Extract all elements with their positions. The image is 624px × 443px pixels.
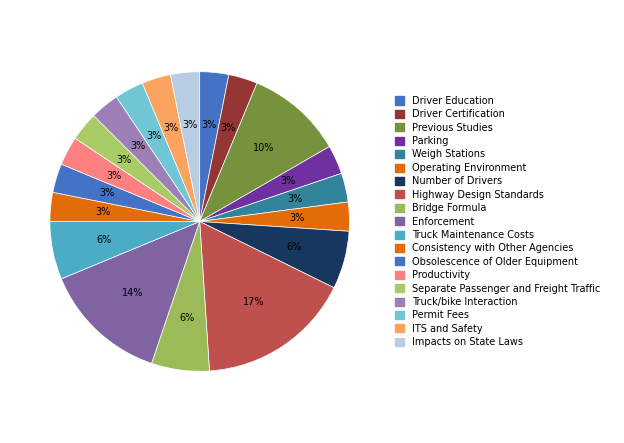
Text: 3%: 3% bbox=[163, 123, 179, 133]
Wedge shape bbox=[200, 173, 348, 222]
Text: 3%: 3% bbox=[106, 171, 122, 181]
Text: 3%: 3% bbox=[281, 176, 296, 187]
Wedge shape bbox=[50, 222, 200, 279]
Wedge shape bbox=[75, 116, 200, 222]
Wedge shape bbox=[200, 147, 341, 222]
Wedge shape bbox=[200, 72, 229, 222]
Text: 6%: 6% bbox=[97, 236, 112, 245]
Wedge shape bbox=[50, 192, 200, 222]
Wedge shape bbox=[61, 222, 200, 363]
Text: 3%: 3% bbox=[182, 120, 198, 130]
Wedge shape bbox=[53, 164, 200, 222]
Text: 3%: 3% bbox=[202, 120, 217, 130]
Wedge shape bbox=[117, 83, 200, 222]
Text: 3%: 3% bbox=[146, 131, 162, 140]
Wedge shape bbox=[152, 222, 210, 371]
Wedge shape bbox=[200, 74, 257, 222]
Text: 6%: 6% bbox=[179, 313, 195, 323]
Wedge shape bbox=[200, 222, 334, 371]
Legend: Driver Education, Driver Certification, Previous Studies, Parking, Weigh Station: Driver Education, Driver Certification, … bbox=[392, 93, 603, 350]
Wedge shape bbox=[61, 138, 200, 222]
Text: 10%: 10% bbox=[253, 144, 275, 153]
Text: 6%: 6% bbox=[286, 242, 301, 252]
Text: 17%: 17% bbox=[243, 297, 265, 307]
Text: 3%: 3% bbox=[287, 194, 302, 204]
Text: 3%: 3% bbox=[95, 207, 110, 217]
Wedge shape bbox=[142, 74, 200, 222]
Text: 3%: 3% bbox=[220, 123, 236, 133]
Wedge shape bbox=[94, 97, 200, 222]
Text: 3%: 3% bbox=[290, 214, 305, 223]
Text: 3%: 3% bbox=[117, 155, 132, 165]
Text: 14%: 14% bbox=[122, 288, 144, 298]
Wedge shape bbox=[200, 83, 329, 222]
Text: 3%: 3% bbox=[99, 188, 114, 198]
Text: 3%: 3% bbox=[130, 141, 145, 151]
Wedge shape bbox=[200, 202, 349, 231]
Wedge shape bbox=[200, 222, 349, 288]
Wedge shape bbox=[170, 72, 200, 222]
